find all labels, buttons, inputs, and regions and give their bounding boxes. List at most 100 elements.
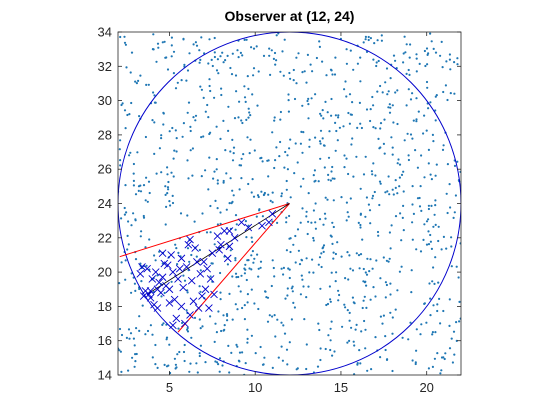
- background-point: [119, 350, 122, 353]
- background-point: [129, 332, 133, 335]
- background-point: [343, 303, 346, 306]
- background-point: [144, 333, 147, 336]
- background-point: [183, 343, 186, 347]
- background-point: [145, 83, 148, 86]
- background-point: [321, 60, 324, 63]
- background-point: [255, 215, 258, 218]
- background-point: [436, 352, 439, 355]
- background-point: [305, 210, 308, 213]
- background-point: [148, 191, 151, 195]
- background-point: [285, 188, 288, 191]
- background-point: [314, 227, 317, 230]
- background-point: [364, 35, 367, 39]
- background-point: [162, 112, 165, 115]
- background-point: [222, 61, 225, 64]
- background-point: [226, 314, 229, 317]
- background-point: [407, 338, 410, 341]
- background-point: [261, 160, 264, 163]
- background-point: [283, 166, 286, 169]
- background-point: [432, 225, 435, 228]
- background-point: [439, 372, 442, 375]
- background-point: [437, 239, 440, 243]
- background-point: [275, 34, 278, 37]
- background-point: [250, 288, 253, 291]
- background-point: [454, 194, 457, 197]
- background-point: [430, 247, 433, 250]
- background-point: [233, 117, 237, 120]
- background-point: [359, 56, 362, 59]
- background-point: [125, 211, 128, 214]
- selected-point: [170, 295, 179, 304]
- selected-point: [143, 264, 151, 273]
- background-point: [271, 131, 274, 134]
- background-point: [257, 267, 260, 270]
- background-point: [119, 164, 122, 167]
- background-point: [263, 193, 266, 196]
- background-point: [128, 113, 131, 116]
- background-point: [344, 277, 347, 280]
- background-point: [359, 187, 362, 190]
- background-point: [327, 334, 330, 337]
- background-point: [167, 188, 170, 191]
- background-point: [394, 91, 397, 94]
- selected-point: [169, 321, 177, 330]
- background-point: [271, 366, 274, 369]
- background-point: [194, 114, 198, 117]
- selected-point: [158, 273, 167, 282]
- background-point: [274, 159, 277, 162]
- background-point: [231, 275, 234, 278]
- background-point: [168, 343, 171, 346]
- background-point: [160, 134, 163, 137]
- background-point: [299, 185, 302, 188]
- background-point: [384, 335, 387, 338]
- background-point: [268, 54, 271, 57]
- background-point: [343, 166, 346, 169]
- background-point: [328, 130, 331, 133]
- y-axis: 14 16 18 20 22 24 26 28 30 32 34: [98, 25, 461, 383]
- background-point: [189, 362, 192, 365]
- background-point: [324, 347, 327, 351]
- background-point: [182, 350, 186, 354]
- selected-point: [179, 283, 187, 292]
- background-point: [264, 290, 267, 293]
- background-point: [347, 215, 350, 218]
- background-point: [209, 275, 212, 278]
- background-point: [127, 369, 130, 372]
- background-point: [138, 329, 141, 332]
- background-point: [190, 253, 193, 257]
- background-point: [248, 111, 251, 114]
- background-point: [359, 226, 362, 229]
- background-point: [182, 37, 185, 41]
- sector-edge-1: [119, 203, 290, 258]
- background-point: [327, 156, 331, 159]
- background-point: [415, 118, 418, 121]
- background-point: [347, 172, 350, 176]
- background-point: [232, 194, 235, 197]
- background-point: [118, 148, 121, 151]
- background-point: [392, 193, 395, 196]
- background-point: [219, 291, 222, 294]
- background-point: [382, 314, 385, 317]
- background-point: [166, 192, 169, 195]
- background-point: [306, 53, 309, 57]
- background-point: [448, 53, 451, 56]
- background-point: [259, 157, 262, 160]
- background-point: [170, 171, 173, 174]
- background-point: [351, 101, 354, 104]
- background-point: [336, 241, 339, 244]
- background-point: [250, 268, 253, 271]
- background-point: [170, 44, 173, 47]
- background-point: [351, 269, 355, 272]
- background-point: [429, 173, 432, 176]
- background-point: [202, 96, 205, 99]
- x-axis: 5 10 15 20: [166, 32, 434, 395]
- background-point: [354, 328, 357, 331]
- background-point: [249, 114, 252, 117]
- background-point: [189, 125, 192, 128]
- y-tick-label: 28: [98, 127, 112, 142]
- background-point: [144, 135, 147, 139]
- background-point: [281, 50, 284, 53]
- background-point: [257, 70, 260, 73]
- background-point: [287, 99, 290, 102]
- background-point: [241, 54, 244, 57]
